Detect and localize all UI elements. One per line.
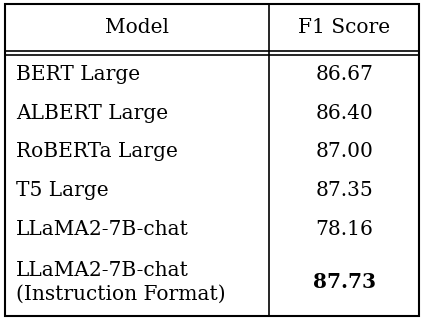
Text: ALBERT Large: ALBERT Large	[16, 104, 168, 123]
Text: 87.00: 87.00	[315, 142, 373, 161]
Text: 86.40: 86.40	[315, 104, 373, 123]
Text: LLaMA2-7B-chat: LLaMA2-7B-chat	[16, 220, 189, 239]
Text: RoBERTa Large: RoBERTa Large	[16, 142, 178, 161]
Text: BERT Large: BERT Large	[16, 65, 140, 84]
Text: F1 Score: F1 Score	[298, 18, 390, 37]
Text: T5 Large: T5 Large	[16, 181, 108, 200]
Text: Model: Model	[105, 18, 169, 37]
Text: LLaMA2-7B-chat
(Instruction Format): LLaMA2-7B-chat (Instruction Format)	[16, 261, 225, 304]
Text: 87.73: 87.73	[312, 272, 376, 292]
Text: 87.35: 87.35	[315, 181, 373, 200]
Text: 86.67: 86.67	[315, 65, 373, 84]
Text: 78.16: 78.16	[315, 220, 373, 239]
